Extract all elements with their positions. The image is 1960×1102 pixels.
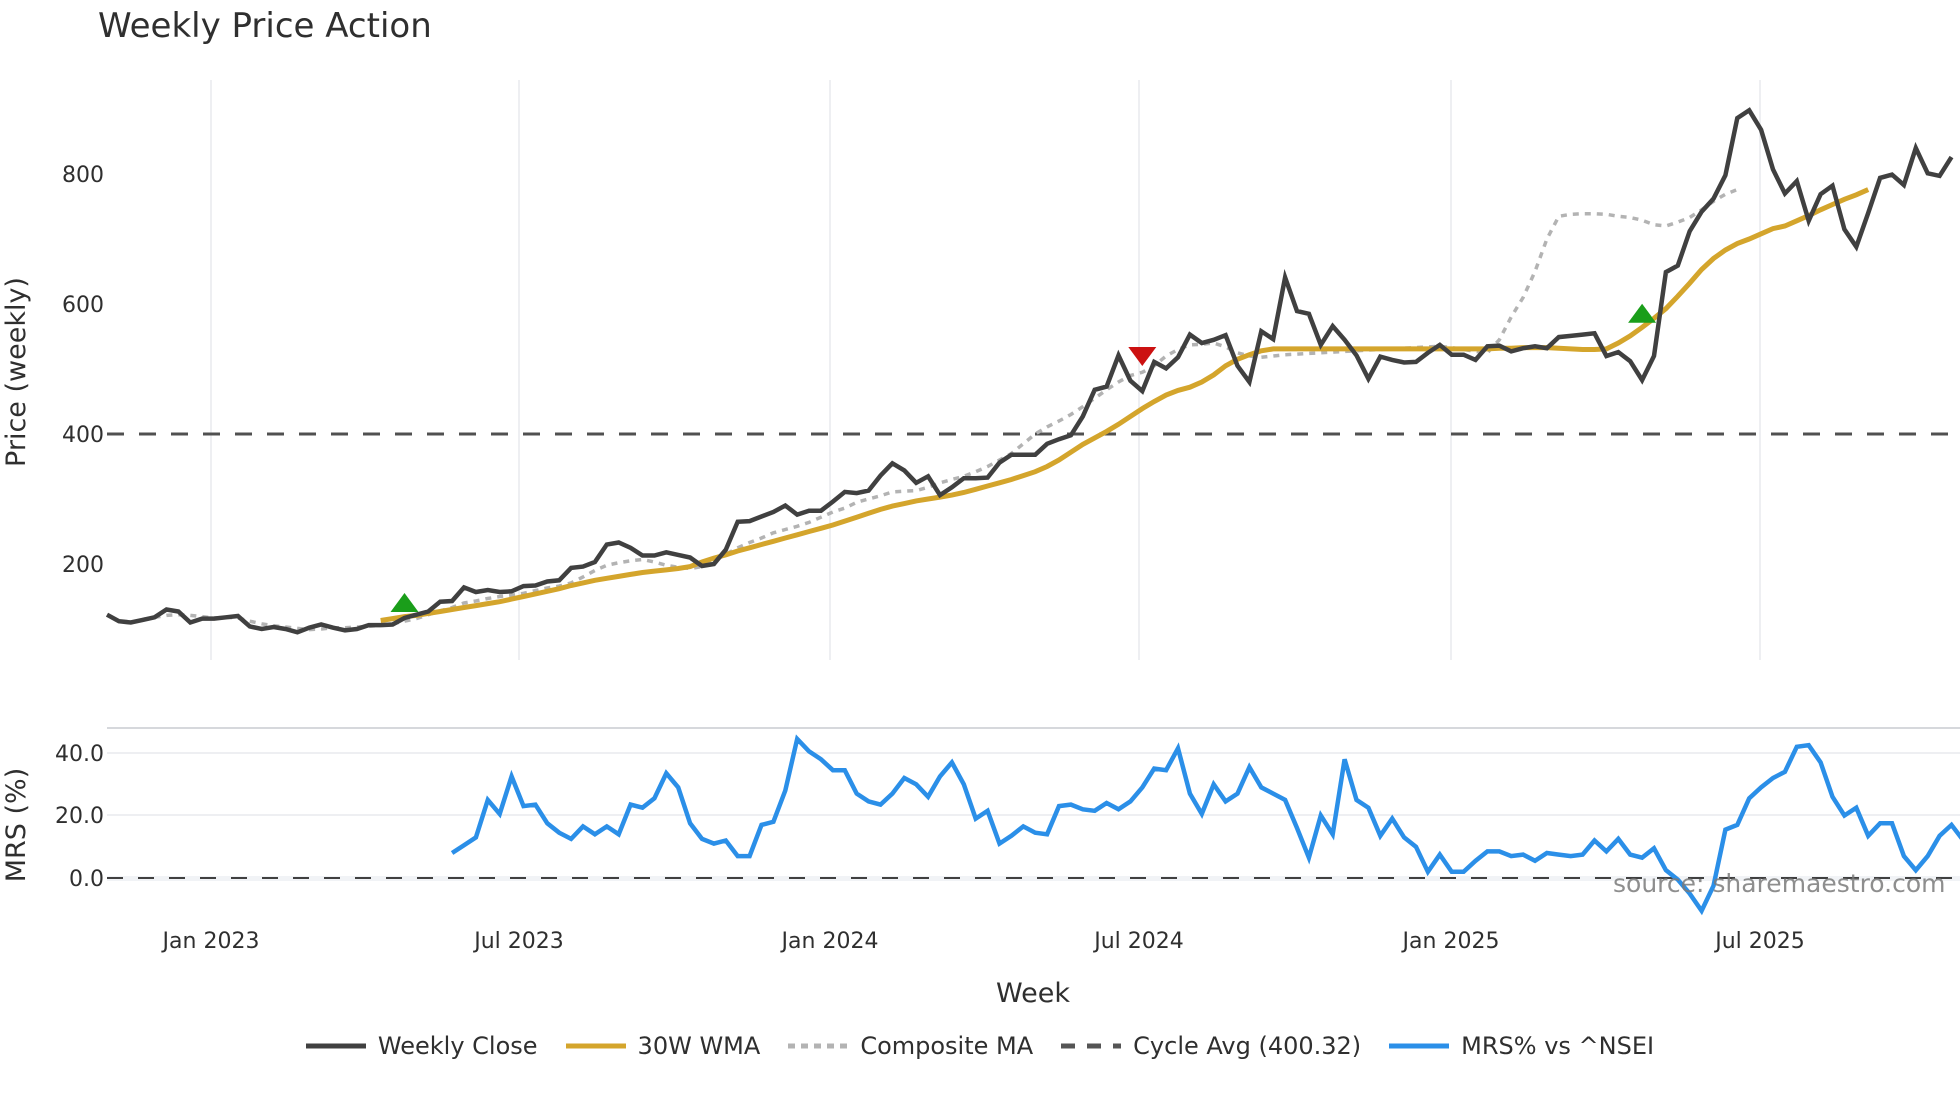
mrs-series (450, 734, 1960, 916)
composite-ma-line (142, 187, 1738, 632)
mrs-y-axis: 40.0 20.0 0.0 MRS (%) (1, 742, 104, 892)
x-tick-label: Jul 2023 (472, 929, 564, 954)
y-tick-200: 200 (62, 553, 104, 578)
price-y-axis-label: Price (weekly) (1, 277, 32, 467)
legend-label: Composite MA (860, 1032, 1034, 1060)
mrs-y-axis-label: MRS (%) (1, 768, 32, 883)
y-tick-600: 600 (62, 293, 104, 318)
legend-item-weekly-close[interactable]: Weekly Close (305, 1032, 538, 1060)
x-tick-label: Jan 2025 (1401, 929, 1500, 954)
x-axis-label: Week (996, 978, 1070, 1009)
legend-item-cycle-avg-400-32[interactable]: Cycle Avg (400.32) (1061, 1032, 1361, 1060)
legend-label: MRS% vs ^NSEI (1461, 1032, 1655, 1060)
buy-signal-icon (1628, 303, 1657, 323)
x-tick-label: Jan 2024 (780, 929, 879, 954)
mrs-tick-0: 0.0 (69, 867, 104, 892)
legend-swatch-icon (788, 1043, 849, 1049)
legend-item-30w-wma[interactable]: 30W WMA (565, 1032, 761, 1060)
legend-item-mrs-vs-nsei[interactable]: MRS% vs ^NSEI (1389, 1032, 1654, 1060)
mrs-zero-band (107, 876, 1960, 881)
mrs-line (450, 734, 1960, 916)
legend-swatch-icon (565, 1043, 626, 1049)
legend-swatch-icon (1061, 1043, 1122, 1049)
legend-label: Weekly Close (377, 1032, 538, 1060)
chart-title: Weekly Price Action (98, 6, 432, 46)
x-tick-label: Jan 2023 (161, 929, 260, 954)
mrs-tick-40: 40.0 (55, 742, 104, 767)
x-tick-label: Jul 2025 (1713, 929, 1805, 954)
buy-signal-icon (390, 593, 419, 612)
legend-item-composite-ma[interactable]: Composite MA (788, 1032, 1033, 1060)
signal-markers (390, 303, 1657, 612)
source-watermark: source: sharemaestro.com (1613, 869, 1946, 898)
x-tick-label: Jul 2024 (1092, 929, 1184, 954)
legend-label: Cycle Avg (400.32) (1133, 1032, 1362, 1060)
y-tick-400: 400 (62, 423, 104, 448)
vertical-gridlines (210, 80, 1761, 660)
weekly-close-line (105, 107, 1954, 635)
price-y-axis: 800 600 400 200 Price (weekly) (1, 163, 104, 578)
mrs-tick-20: 20.0 (55, 804, 104, 829)
legend-swatch-icon (1389, 1043, 1450, 1049)
legend-label: 30W WMA (637, 1032, 761, 1060)
price-series (105, 107, 1954, 635)
legend: Weekly Close 30W WMA Composite MA Cycle Avg… (0, 1032, 1960, 1060)
x-axis-ticks: Jan 2023 Jul 2023 Jan 2024 Jul 2024 Jan 2025… (161, 929, 1805, 954)
sell-signal-icon (1128, 347, 1157, 366)
y-tick-800: 800 (62, 163, 104, 188)
30w-wma-line (380, 187, 1870, 623)
legend-swatch-icon (305, 1043, 366, 1049)
